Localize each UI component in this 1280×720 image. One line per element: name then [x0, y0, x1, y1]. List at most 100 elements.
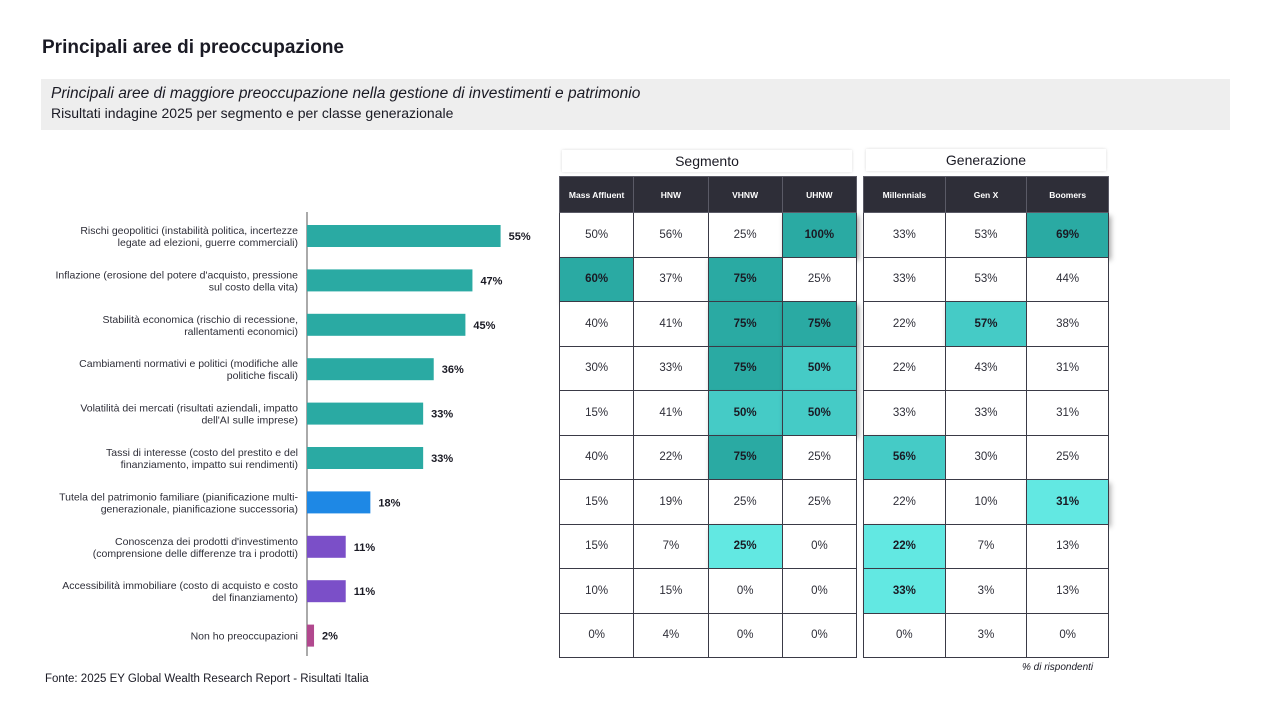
table-cell: 7%: [944, 523, 1028, 569]
category-label: Conoscenza dei prodotti d'investimento: [115, 536, 298, 548]
column-header: Boomers: [1026, 176, 1109, 213]
source-note: Fonte: 2025 EY Global Wealth Research Re…: [45, 673, 369, 685]
bar-value-label: 55%: [509, 231, 531, 243]
table-cell: 41%: [633, 301, 709, 347]
table-cell: 50%: [558, 212, 635, 258]
table-cell: 33%: [863, 390, 946, 436]
table-cell: 30%: [944, 434, 1028, 480]
table-cell: 4%: [633, 612, 709, 658]
table-cell: 33%: [863, 256, 946, 302]
table-cell: 22%: [633, 434, 709, 480]
category-label: del finanziamento): [212, 592, 298, 604]
bar: [307, 491, 371, 514]
generazione-header: Generazione: [866, 149, 1106, 171]
subtitle-box: Principali aree di maggiore preoccupazio…: [41, 79, 1230, 130]
table-cell: 40%: [558, 301, 635, 347]
column-header: Mass Affluent: [558, 176, 635, 213]
table-row: 60% 37% 75% 25%: [558, 256, 858, 302]
category-label: dell'AI sulle imprese): [201, 415, 298, 427]
table-cell: 41%: [633, 390, 709, 436]
table-cell: 22%: [863, 479, 946, 525]
table-cell: 53%: [944, 256, 1028, 302]
column-header: VHNW: [707, 176, 783, 213]
page-title: Principali aree di preoccupazione: [42, 37, 344, 58]
bar: [307, 447, 424, 469]
table-cell: 7%: [633, 523, 709, 569]
table-row: 56% 30% 25%: [863, 434, 1109, 480]
category-label: rallentamenti economici): [184, 326, 298, 338]
table-cell: 3%: [944, 568, 1028, 614]
table-cell: 25%: [781, 479, 858, 525]
table-cell: 25%: [707, 523, 783, 569]
bar: [307, 358, 434, 381]
concerns-bar-chart: 55% Rischi geopolitici (instabilità polit…: [56, 212, 531, 656]
table-row: 15% 7% 25% 0%: [558, 523, 858, 569]
table-cell: 50%: [781, 390, 858, 436]
table-cell: 0%: [1026, 612, 1109, 658]
table-cell: 56%: [863, 434, 946, 480]
table-cell: 13%: [1026, 523, 1109, 569]
table-cell: 25%: [781, 434, 858, 480]
table-cell: 3%: [944, 612, 1028, 658]
table-cell: 25%: [707, 479, 783, 525]
segmento-table: Mass Affluent HNW VHNW UHNW 50% 56% 25% 100% 60%…: [558, 176, 858, 658]
table-cell: 0%: [707, 612, 783, 658]
bar-value-label: 2%: [322, 631, 338, 643]
bar-value-label: 33%: [431, 409, 453, 421]
table-cell: 56%: [633, 212, 709, 258]
table-row: 22% 7% 13%: [863, 523, 1109, 569]
table-cell: 31%: [1026, 345, 1109, 391]
table-cell: 40%: [558, 434, 635, 480]
table-cell: 31%: [1026, 479, 1109, 525]
table-cell: 0%: [781, 568, 858, 614]
table-cell: 44%: [1026, 256, 1109, 302]
table-row: 50% 56% 25% 100%: [558, 212, 858, 258]
category-label: generazionale, pianificazione successori…: [101, 503, 298, 515]
table-cell: 22%: [863, 345, 946, 391]
bar: [307, 313, 466, 336]
table-row: 22% 57% 38%: [863, 301, 1109, 347]
bar: [307, 225, 501, 247]
table-cell: 69%: [1026, 212, 1109, 258]
category-label: sul costo della vita): [209, 281, 298, 293]
table-row: 33% 53% 44%: [863, 256, 1109, 302]
table-cell: 33%: [633, 345, 709, 391]
category-label: Cambiamenti normativi e politici (modifi…: [79, 358, 298, 370]
table-cell: 50%: [781, 345, 858, 391]
table-cell: 33%: [863, 212, 946, 258]
category-label: Rischi geopolitici (instabilità politica…: [80, 225, 298, 237]
table-cell: 15%: [633, 568, 709, 614]
category-label: (comprensione delle differenze tra i pro…: [93, 548, 298, 560]
bar-value-label: 36%: [442, 364, 464, 376]
table-row: 40% 41% 75% 75%: [558, 301, 858, 347]
table-cell: 75%: [707, 256, 783, 302]
table-cell: 13%: [1026, 568, 1109, 614]
table-cell: 75%: [707, 434, 783, 480]
bar: [307, 269, 473, 292]
category-label: politiche fiscali): [227, 370, 298, 382]
table-row: 33% 33% 31%: [863, 390, 1109, 436]
respondents-note: % di rispondenti: [1022, 662, 1094, 673]
bar: [307, 402, 424, 425]
table-cell: 0%: [863, 612, 946, 658]
table-cell: 100%: [781, 212, 858, 258]
segmento-header: Segmento: [562, 150, 852, 172]
table-cell: 75%: [707, 345, 783, 391]
table-cell: 53%: [944, 212, 1028, 258]
bar-value-label: 18%: [378, 497, 400, 509]
category-label: Tutela del patrimonio familiare (pianifi…: [59, 491, 298, 503]
category-label: Stabilità economica (rischio di recessio…: [102, 314, 298, 326]
table-cell: 10%: [944, 479, 1028, 525]
table-row: 30% 33% 75% 50%: [558, 345, 858, 391]
table-cell: 10%: [558, 568, 635, 614]
table-cell: 25%: [781, 256, 858, 302]
category-label: finanziamento, impatto sui rendimenti): [121, 459, 298, 471]
bar-value-label: 47%: [480, 275, 502, 287]
table-row: 33% 3% 13%: [863, 568, 1109, 614]
table-cell: 22%: [863, 301, 946, 347]
table-cell: 38%: [1026, 301, 1109, 347]
category-label: Accessibilità immobiliare (costo di acqu…: [62, 580, 298, 592]
table-cell: 0%: [558, 612, 635, 658]
column-header: Millennials: [863, 176, 946, 213]
subtitle-line-1: Principali aree di maggiore preoccupazio…: [51, 85, 641, 102]
